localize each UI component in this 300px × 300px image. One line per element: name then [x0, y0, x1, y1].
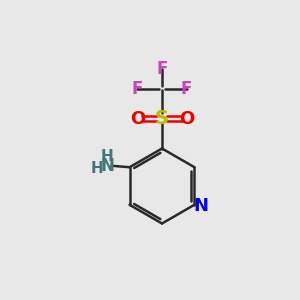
Text: O: O: [130, 110, 145, 128]
Text: O: O: [179, 110, 194, 128]
Text: N: N: [194, 197, 208, 215]
Text: H: H: [91, 161, 104, 176]
Text: S: S: [155, 109, 169, 128]
Text: F: F: [156, 60, 168, 78]
Text: F: F: [181, 80, 192, 98]
Text: F: F: [132, 80, 143, 98]
Text: N: N: [100, 157, 114, 175]
Text: H: H: [100, 149, 113, 164]
